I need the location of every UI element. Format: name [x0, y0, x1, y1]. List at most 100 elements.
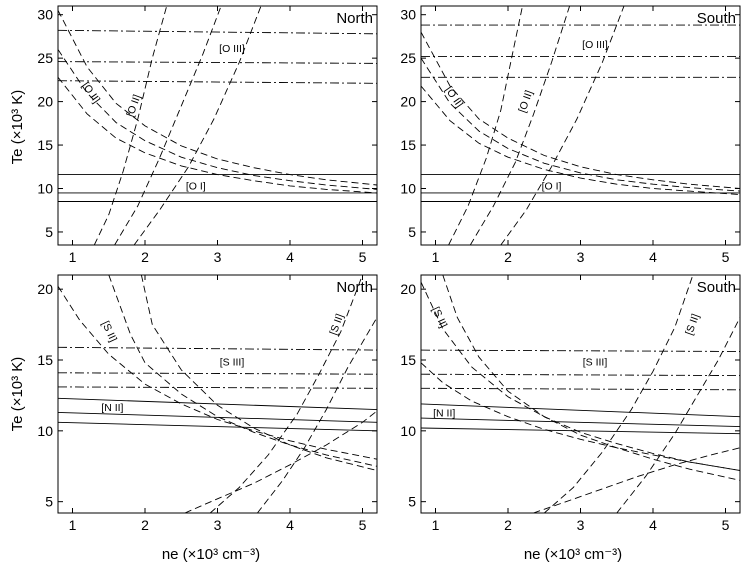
series-line-dashed-8: [421, 281, 740, 471]
curve-label-2: [O II]: [79, 80, 102, 106]
series-line-dashed-12: [533, 447, 740, 513]
series-line-dashed-9: [442, 275, 740, 481]
curve-label-1: [S II]: [429, 305, 449, 330]
series-line-dashed-11: [616, 317, 740, 513]
series-line-dashdot-1: [58, 29, 377, 35]
y-tick-label: 5: [45, 224, 53, 240]
series-line-dashed-7: [421, 362, 740, 471]
series-line-dashed-9: [140, 275, 377, 471]
plot-frame: [420, 274, 741, 514]
y-tick-label: 10: [400, 181, 416, 197]
series-line-dashed-8: [114, 6, 222, 245]
curve-label-3: [S III]: [583, 357, 608, 369]
y-tick-label: 10: [400, 423, 416, 439]
y-tick-label: 20: [400, 281, 416, 297]
x-tick-label: 4: [649, 517, 657, 533]
x-tick-label: 2: [141, 249, 149, 265]
y-tick-label: 10: [37, 181, 53, 197]
x-tick-label: 5: [359, 249, 367, 265]
y-tick-label: 30: [37, 7, 53, 23]
y-axis-label-bottom: Te (×10³ K): [9, 357, 26, 432]
y-tick-label: 15: [37, 352, 53, 368]
series-line-dashed-10: [209, 275, 363, 513]
series-line-dashdot-1: [421, 349, 740, 352]
curve-label-4: [O I]: [186, 181, 206, 193]
series-line-dashdot-2: [58, 372, 377, 375]
curve-label-3: [O II]: [516, 89, 535, 115]
plot-area: [O III][O II][O II][O I]: [58, 6, 377, 245]
series-line-dashed-7: [448, 6, 523, 245]
series-line-dashed-4: [421, 31, 740, 189]
series-line-solid-5: [421, 417, 740, 428]
curve-label-4: [O I]: [542, 181, 562, 193]
curve-label-1: [O III]: [219, 43, 245, 55]
plot-area: [S II] [S II][S III][N II]: [58, 275, 377, 513]
y-tick-label: 10: [37, 423, 53, 439]
series-line-dashed-6: [421, 85, 740, 196]
series-line-dashed-7: [93, 6, 168, 245]
plot-area: [S II] [S II] [S III] [N II]: [421, 275, 740, 513]
x-tick-label: 2: [504, 517, 512, 533]
series-line-dashed-11: [257, 317, 377, 513]
plot-area: [O III][O II][O II][O I]: [421, 6, 740, 245]
x-tick-label: 2: [141, 517, 149, 533]
x-tick-label: 1: [432, 249, 440, 265]
series-line-dashdot-1: [58, 346, 377, 351]
series-line-dashdot-2: [421, 373, 740, 377]
plot-frame: [57, 274, 378, 514]
panel-title: South: [697, 10, 736, 27]
x-tick-label: 3: [577, 249, 585, 265]
curve-label-2: [S II]: [683, 312, 702, 336]
x-tick-label: 5: [722, 249, 730, 265]
series-line-dashed-8: [108, 275, 377, 467]
y-axis-label-top: Te (×10³ K): [9, 90, 26, 165]
x-tick-label: 3: [214, 249, 222, 265]
x-tick-label: 5: [359, 517, 367, 533]
series-line-dashdot-3: [58, 386, 377, 389]
series-line-dashed-9: [133, 6, 262, 245]
series-line-dashdot-3: [421, 387, 740, 391]
chart-panel-top-right: [O III][O II] [O II][O I]1 2 3 4 551015202530…: [400, 5, 741, 265]
series-line-dashed-8: [469, 6, 571, 245]
series-line-solid-6: [58, 421, 377, 432]
y-tick-label: 15: [37, 137, 53, 153]
plot-frame: [57, 5, 378, 246]
series-line-dashed-6: [58, 77, 377, 194]
series-line-dashdot-2: [58, 61, 377, 64]
chart-panel-top-left: [O III][O II][O II][O I]1 2 3 4 551015202530…: [37, 5, 378, 265]
x-tick-label: 4: [649, 249, 657, 265]
curve-label-3: [S III]: [220, 357, 245, 369]
curve-label-4: [N II]: [101, 402, 123, 414]
series-line-dashed-10: [544, 275, 694, 513]
y-tick-label: 30: [400, 7, 416, 23]
y-tick-label: 5: [408, 224, 416, 240]
series-line-solid-5: [58, 411, 377, 423]
y-tick-label: 20: [400, 94, 416, 110]
panel-title: North: [336, 10, 373, 27]
series-line-dashdot-3: [58, 80, 377, 84]
x-tick-label: 5: [722, 517, 730, 533]
series-line-dashed-5: [58, 49, 377, 190]
panel-title: South: [697, 279, 736, 296]
plot-frame: [420, 5, 741, 246]
x-tick-label: 1: [69, 249, 77, 265]
curve-label-4: [N II]: [433, 408, 455, 420]
y-tick-label: 20: [37, 94, 53, 110]
panel-title: North: [336, 279, 373, 296]
curve-label-1: [O III]: [582, 39, 608, 51]
series-line-solid-4: [421, 403, 740, 418]
x-tick-label: 1: [69, 517, 77, 533]
chart-panel-bottom-right: [S II] [S II] [S III] [N II] 1 2 3 4 5 5 10 15 20 Sou…: [400, 274, 741, 533]
series-line-dashed-7: [58, 286, 377, 460]
y-tick-label: 15: [400, 352, 416, 368]
series-line-solid-6: [421, 427, 740, 435]
x-tick-label: 2: [504, 249, 512, 265]
x-tick-label: 4: [286, 517, 294, 533]
y-tick-label: 25: [37, 50, 53, 66]
x-axis-label-right: ne (×10³ cm⁻³): [524, 546, 622, 563]
x-tick-label: 4: [286, 249, 294, 265]
series-line-dashed-9: [500, 6, 625, 245]
y-tick-label: 5: [45, 494, 53, 510]
